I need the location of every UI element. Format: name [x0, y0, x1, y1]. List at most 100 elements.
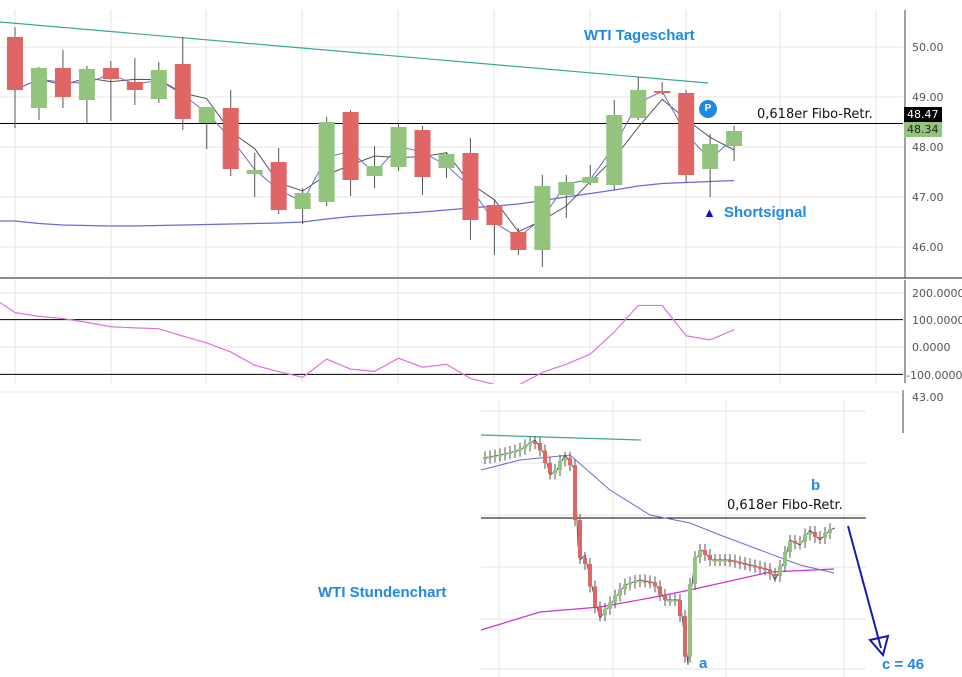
hourly-candle-body	[548, 463, 552, 474]
hourly-candle-body	[513, 450, 517, 453]
candle-body	[318, 122, 335, 202]
daily-chart-title: WTI Tageschart	[584, 27, 695, 44]
hourly-candle-body	[488, 456, 492, 459]
last-price-tag: 48.47	[904, 107, 942, 122]
hourly-candle-body	[728, 560, 732, 562]
price-tick: 46.00	[912, 241, 944, 254]
trendline	[0, 21, 709, 84]
candle-body	[198, 107, 215, 123]
hourly-candle-body	[643, 580, 647, 583]
hourly-trendline	[480, 434, 642, 441]
hourly-candle-body	[613, 595, 617, 603]
hourly-candle-body	[508, 452, 512, 454]
hourly-candle-body	[708, 555, 712, 560]
hourly-slow-ma	[480, 454, 835, 574]
hourly-candle-body	[663, 594, 667, 600]
hourly-candle-body	[798, 542, 802, 544]
candle-body	[222, 108, 239, 169]
close-price-tag: 48.34	[904, 122, 942, 137]
candle-body	[438, 154, 455, 168]
candle-body	[510, 232, 527, 250]
hourly-candle-body	[528, 442, 532, 446]
hourly-candle-body	[623, 584, 627, 589]
candle-body	[654, 91, 671, 93]
candle-body	[174, 64, 191, 119]
candle-body	[366, 166, 383, 176]
hourly-candle-body	[768, 569, 772, 574]
cci-tick: 100.0000	[912, 314, 962, 327]
hourly-candle-body	[648, 581, 652, 584]
hourly-candle-body	[568, 457, 572, 466]
hourly-candle-body	[763, 568, 767, 570]
candle-body	[726, 131, 743, 146]
hourly-candle-body	[713, 560, 717, 562]
candle-body	[126, 82, 143, 90]
price-tick: 47.00	[912, 191, 944, 204]
shortsignal-label: Shortsignal	[724, 204, 807, 221]
hourly-candle-body	[588, 564, 592, 587]
hourly-magenta-ma	[480, 568, 835, 631]
wave-a-label: a	[699, 655, 708, 672]
hourly-candle-body	[498, 454, 502, 457]
hourly-candle-body	[788, 541, 792, 552]
target-arrow-shaft	[847, 525, 882, 649]
hourly-candle-body	[598, 607, 602, 616]
candle-body	[246, 170, 263, 174]
hourly-candle-body	[533, 442, 537, 444]
p-badge-icon[interactable]: P	[699, 100, 717, 118]
hourly-candle-body	[803, 534, 807, 542]
fibo-label-daily: 0,618er Fibo-Retr.	[757, 107, 873, 122]
cci-tick: 0.0000	[912, 341, 951, 354]
cci-tick: -100.0000	[906, 369, 962, 382]
candle-body	[294, 193, 311, 209]
hourly-candle-body	[743, 563, 747, 565]
hourly-candle-body	[678, 600, 682, 616]
hourly-candle-body	[553, 470, 557, 474]
fibo-label-hourly: 0,618er Fibo-Retr.	[727, 498, 843, 513]
hourly-candle-body	[793, 541, 797, 544]
hourly-candle-body	[668, 600, 672, 602]
candle-body	[582, 177, 599, 183]
hourly-chart-title: WTI Stundenchart	[318, 584, 447, 601]
hourly-candle-body	[673, 600, 677, 602]
hourly-candle-body	[683, 616, 687, 657]
hourly-candle-body	[723, 560, 727, 562]
candle-body	[7, 37, 23, 90]
hourly-candle-body	[573, 465, 577, 520]
hourly-candle-body	[738, 561, 742, 564]
hourly-candle-body	[518, 448, 522, 451]
candle-body	[558, 182, 575, 195]
candle-body	[462, 153, 479, 220]
hourly-candle-body	[688, 584, 692, 657]
hourly-candle-body	[693, 557, 697, 584]
hourly-candle-body	[523, 445, 527, 449]
hourly-candle-body	[653, 582, 657, 587]
hourly-candle-body	[818, 537, 822, 539]
hourly-candle-body	[503, 453, 507, 456]
candle-body	[630, 90, 647, 118]
hourly-candle-body	[773, 574, 777, 576]
hourly-candle-body	[783, 552, 787, 566]
candle-body	[390, 127, 407, 167]
hourly-candle-body	[558, 460, 562, 470]
hourly-candle-body	[603, 608, 607, 616]
hourly-candle-body	[493, 455, 497, 458]
candle-body	[678, 93, 695, 175]
hourly-candle-body	[608, 602, 612, 609]
candle-body	[414, 130, 431, 177]
hourly-candle-body	[823, 533, 827, 538]
hourly-candle-body	[778, 566, 782, 576]
price-tick: 50.00	[912, 41, 944, 54]
hourly-candle-body	[758, 566, 762, 569]
hourly-candle-body	[658, 586, 662, 595]
candle-body	[54, 68, 71, 97]
hourly-candle-body	[718, 560, 722, 562]
hourly-candle-body	[543, 450, 547, 463]
hourly-candle-body	[828, 529, 832, 533]
hourly-candle-body	[563, 457, 567, 461]
candle-body	[534, 186, 551, 250]
target-arrow-head-icon	[868, 634, 890, 658]
hourly-price-tick: 43.00	[912, 391, 944, 404]
candle-body	[102, 68, 119, 79]
candle-body	[150, 70, 167, 99]
